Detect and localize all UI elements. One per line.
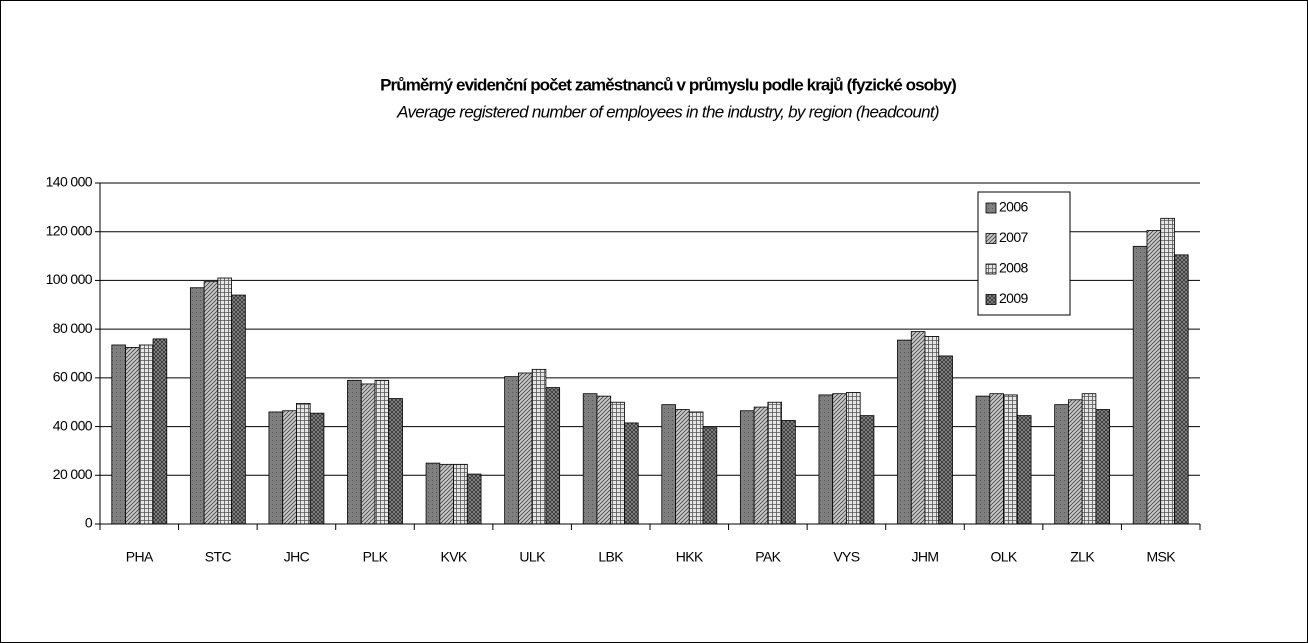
- bar: [347, 379, 362, 525]
- legend-label: 2009: [999, 290, 1029, 306]
- x-tick-label: LBK: [598, 549, 624, 565]
- bar: [910, 331, 926, 525]
- bar: [1016, 415, 1032, 525]
- bar: [217, 277, 233, 525]
- bar: [309, 412, 325, 525]
- bar: [818, 394, 834, 525]
- bar: [675, 409, 690, 525]
- legend-label: 2007: [999, 229, 1029, 245]
- bar: [938, 355, 953, 525]
- bar: [425, 462, 441, 525]
- x-tick-label: OLK: [990, 549, 1017, 565]
- bar: [661, 404, 676, 525]
- bar: [360, 383, 376, 525]
- bar: [624, 422, 639, 525]
- bar: [1160, 217, 1175, 525]
- bar: [152, 338, 168, 525]
- bar: [739, 410, 755, 525]
- bar: [975, 395, 991, 525]
- legend-swatch: [985, 202, 997, 214]
- bar: [989, 393, 1004, 525]
- bar: [702, 427, 718, 525]
- bar: [138, 344, 154, 525]
- y-tick-label: 0: [85, 515, 93, 531]
- legend-swatch: [985, 294, 997, 305]
- bar: [1054, 404, 1069, 525]
- bar: [781, 420, 796, 525]
- x-tick-label: MSK: [1146, 549, 1176, 565]
- bar: [767, 401, 783, 525]
- bar: [596, 395, 612, 525]
- bar: [453, 463, 468, 525]
- y-tick-label: 100 000: [46, 271, 93, 287]
- y-tick-label: 40 000: [53, 417, 93, 433]
- x-tick-label: VYS: [833, 549, 859, 565]
- x-tick-label: STC: [205, 549, 232, 565]
- y-tick-label: 120 000: [46, 222, 93, 238]
- x-tick-label: PAK: [755, 549, 781, 565]
- bar: [531, 368, 547, 525]
- bar: [859, 415, 875, 525]
- legend-label: 2006: [999, 199, 1029, 215]
- bar: [1174, 254, 1189, 525]
- bar: [1095, 409, 1111, 525]
- bar: [111, 344, 126, 525]
- bar: [466, 473, 482, 525]
- bar: [504, 376, 519, 525]
- legend-label: 2008: [999, 260, 1029, 276]
- legend-swatch: [985, 263, 997, 275]
- y-tick-label: 60 000: [53, 369, 93, 385]
- bar: [189, 287, 205, 525]
- x-tick-label: JHM: [912, 549, 939, 565]
- bar: [231, 294, 246, 525]
- x-tick-label: PHA: [126, 549, 154, 565]
- legend-swatch: [985, 233, 997, 244]
- bar: [517, 372, 533, 525]
- bar: [374, 379, 390, 525]
- y-tick-label: 80 000: [53, 320, 93, 336]
- bar: [125, 347, 140, 525]
- x-tick-label: ULK: [519, 549, 546, 565]
- bar: [924, 336, 940, 525]
- bar: [1067, 399, 1083, 525]
- bar: [688, 411, 704, 525]
- bar: [832, 393, 847, 525]
- x-tick-label: JHC: [284, 549, 310, 565]
- x-tick-label: HKK: [676, 549, 704, 565]
- bar: [753, 406, 769, 525]
- bar: [296, 403, 311, 525]
- bar: [1003, 394, 1018, 525]
- bar: [846, 392, 861, 525]
- bar: [282, 410, 297, 525]
- chart-title: Průměrný evidenční počet zaměstnanců v p…: [380, 75, 956, 94]
- bar: [897, 339, 912, 525]
- y-tick-label: 140 000: [46, 174, 93, 190]
- x-tick-label: PLK: [363, 549, 389, 565]
- bar: [1081, 393, 1097, 525]
- bar: [1132, 245, 1148, 525]
- bar: [388, 398, 403, 525]
- bar: [439, 463, 454, 525]
- y-tick-label: 20 000: [53, 466, 93, 482]
- bar: [1146, 230, 1162, 525]
- x-tick-label: KVK: [440, 549, 467, 565]
- bar: [545, 387, 561, 525]
- x-tick-label: ZLK: [1070, 549, 1095, 565]
- chart-subtitle: Average registered number of employees i…: [396, 102, 939, 121]
- bar: [582, 393, 598, 525]
- bar: [203, 281, 219, 525]
- bar: [610, 401, 625, 525]
- bar: [268, 411, 284, 525]
